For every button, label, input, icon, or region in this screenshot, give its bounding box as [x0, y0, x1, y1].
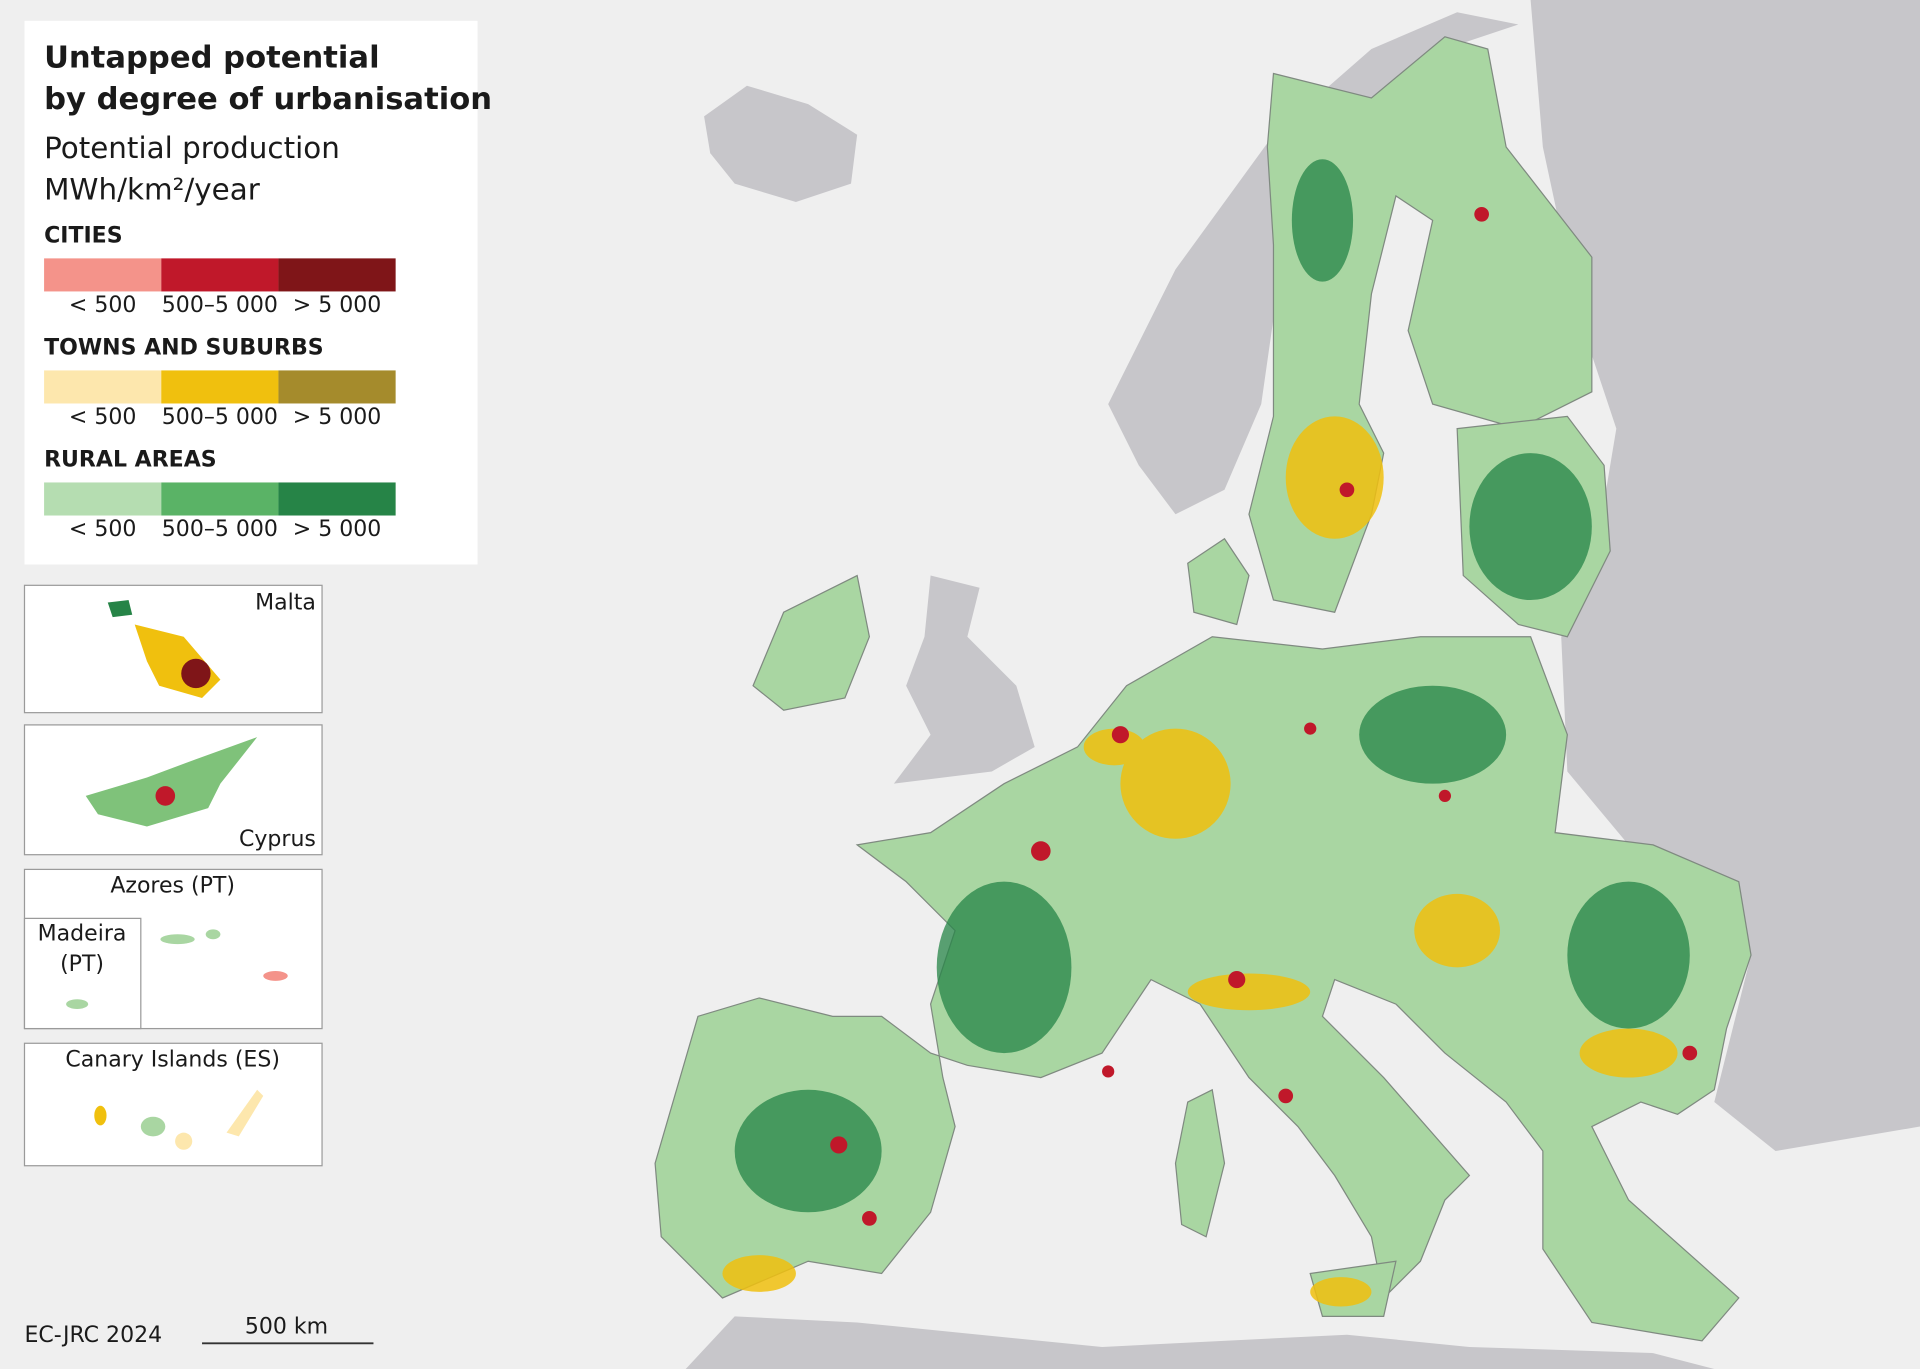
- legend-subtitle: MWh/km²/year: [44, 173, 261, 207]
- credit: EC-JRC 2024: [24, 1323, 162, 1348]
- legend-label: 500–5 000: [162, 517, 278, 542]
- legend-label: > 5 000: [293, 293, 382, 318]
- towns-patches: [722, 416, 1678, 1307]
- legend-box: [24, 20, 478, 565]
- legend-group-title: CITIES: [44, 223, 123, 248]
- legend-swatch: [161, 258, 279, 292]
- legend-label: 500–5 000: [162, 405, 278, 430]
- non-eu-land: [685, 0, 1920, 1369]
- legend: Untapped potential by degree of urbanisa…: [44, 40, 492, 542]
- legend-swatch: [278, 370, 396, 404]
- legend-label: < 500: [69, 517, 137, 542]
- inset-frames: [23, 584, 323, 1167]
- legend-group-title: RURAL AREAS: [44, 447, 217, 472]
- scale-label: 500 km: [245, 1314, 328, 1339]
- legend-swatch: [161, 482, 279, 516]
- city-patches: [830, 206, 1698, 1226]
- legend-swatch: [44, 258, 162, 292]
- inset-label: (PT): [60, 952, 104, 977]
- inset-label: Cyprus: [239, 827, 316, 852]
- legend-title: Untapped potential: [44, 40, 379, 75]
- legend-swatch: [44, 482, 162, 516]
- legend-label: < 500: [69, 293, 137, 318]
- inset-label: Madeira: [38, 921, 127, 946]
- rural-high-patches: [734, 159, 1690, 1213]
- inset-label: Azores (PT): [110, 874, 235, 899]
- inset-label: Malta: [255, 591, 316, 616]
- legend-subtitle: Potential production: [44, 131, 340, 165]
- legend-title: by degree of urbanisation: [44, 82, 492, 117]
- inset-shapes: [66, 600, 288, 1150]
- legend-group-title: TOWNS AND SUBURBS: [44, 335, 324, 360]
- legend-label: > 5 000: [293, 517, 382, 542]
- legend-swatch: [44, 370, 162, 404]
- legend-label: > 5 000: [293, 405, 382, 430]
- inset-label: Canary Islands (ES): [65, 1047, 280, 1072]
- legend-swatch: [278, 258, 396, 292]
- legend-swatch: [278, 482, 396, 516]
- legend-label: < 500: [69, 405, 137, 430]
- legend-label: 500–5 000: [162, 293, 278, 318]
- legend-swatch: [161, 370, 279, 404]
